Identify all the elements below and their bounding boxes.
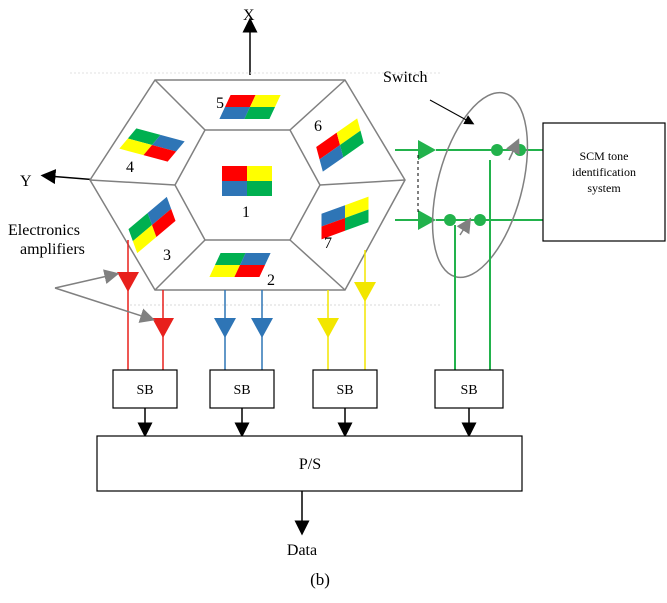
facet-1-detector — [222, 166, 272, 196]
switch-ellipse — [431, 91, 529, 279]
facet-7-detector — [321, 196, 369, 240]
facet-4-detector — [119, 128, 185, 162]
sb-block-3: SB — [312, 369, 378, 409]
facet-2-label: 2 — [267, 272, 275, 289]
amplifier-pointer-2 — [54, 287, 156, 323]
facet-5-label: 5 — [216, 95, 224, 112]
blue-channel — [214, 290, 273, 370]
facet-6-detector — [316, 118, 364, 172]
ps-block — [96, 435, 523, 492]
scm-label-line1: SCM tone — [579, 149, 628, 163]
switch-label: Switch — [383, 69, 427, 86]
svg-text:SB: SB — [233, 383, 250, 398]
switch-contacts — [444, 138, 526, 236]
red-channel — [117, 240, 174, 370]
scm-label-line3: system — [587, 181, 621, 195]
sb-block-2: SB — [209, 369, 275, 409]
amplifier-label-line2: amplifiers — [20, 241, 85, 258]
facet-3-label: 3 — [163, 247, 171, 264]
facet-4-label: 4 — [126, 159, 134, 176]
facet-6-label: 6 — [314, 118, 322, 135]
x-axis-label: X — [243, 7, 255, 24]
facet-5-detector — [219, 95, 281, 119]
facet-7-label: 7 — [324, 235, 332, 252]
data-output-label: Data — [287, 542, 317, 559]
y-axis-label: Y — [20, 173, 32, 190]
ps-label: P/S — [299, 456, 321, 473]
sb-block-1: SB — [112, 369, 178, 409]
scm-label-line2: identification — [572, 165, 636, 179]
amplifier-pointer-1 — [54, 269, 120, 289]
sb-block-4: SB — [434, 369, 504, 409]
svg-text:SB: SB — [460, 383, 477, 398]
facet-1-label: 1 — [242, 204, 250, 221]
svg-text:SB: SB — [336, 383, 353, 398]
scm-box — [542, 122, 666, 242]
switch-pointer — [429, 99, 475, 125]
figure-caption: (b) — [310, 570, 330, 589]
facet-2-detector — [209, 253, 271, 277]
amplifier-label-line1: Electronics — [8, 222, 80, 239]
yellow-channel — [317, 250, 376, 370]
facet-3-detector — [128, 196, 176, 254]
svg-text:SB: SB — [136, 383, 153, 398]
